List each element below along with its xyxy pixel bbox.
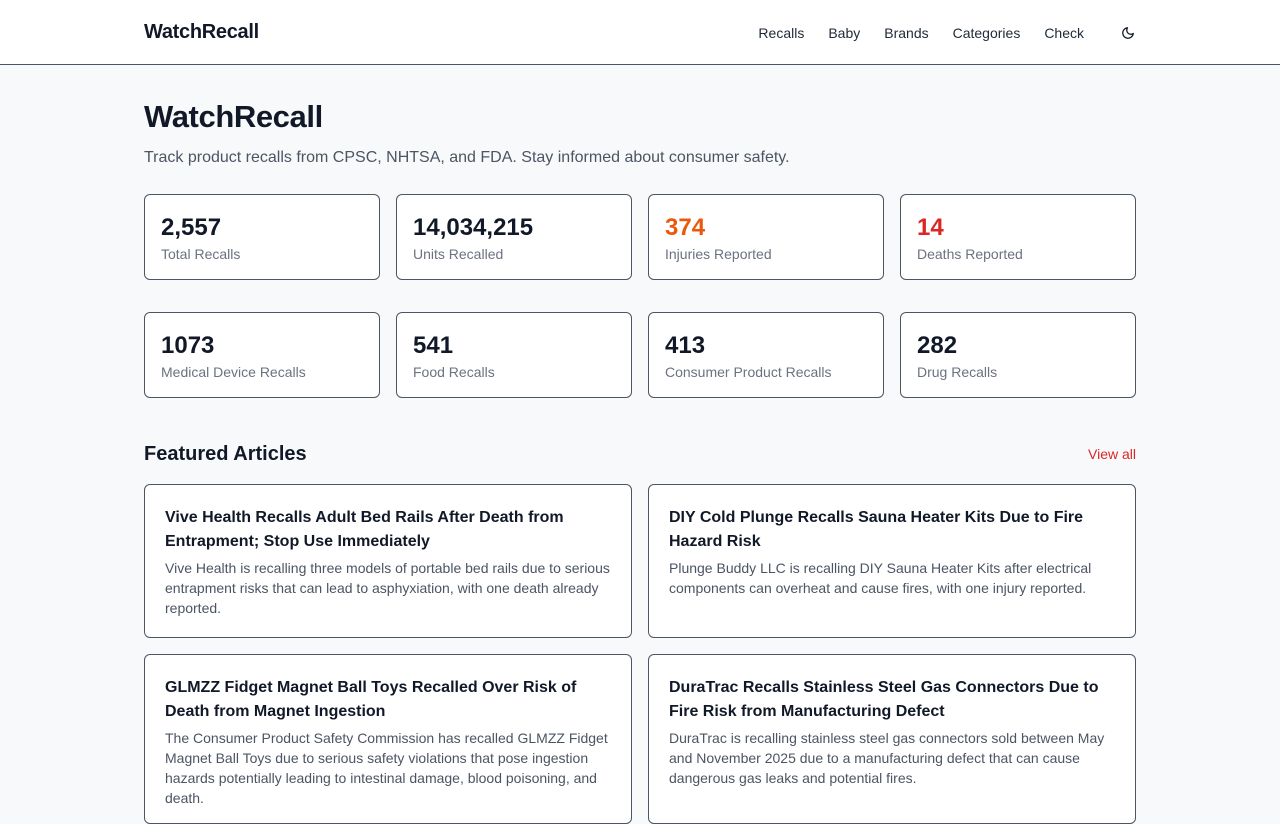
- article-excerpt: Vive Health is recalling three models of…: [165, 560, 610, 616]
- stat-card-total-recalls: 2,557 Total Recalls: [144, 194, 380, 280]
- featured-articles-grid: Vive Health Recalls Adult Bed Rails Afte…: [144, 484, 1136, 824]
- article-title[interactable]: DuraTrac Recalls Stainless Steel Gas Con…: [669, 679, 1099, 720]
- article-title[interactable]: Vive Health Recalls Adult Bed Rails Afte…: [165, 509, 564, 550]
- stat-value: 2,557: [161, 214, 222, 241]
- view-all-link[interactable]: View all: [1088, 446, 1136, 462]
- theme-toggle-button[interactable]: [1120, 25, 1136, 41]
- stat-label: Drug Recalls: [917, 364, 998, 380]
- article-title[interactable]: DIY Cold Plunge Recalls Sauna Heater Kit…: [669, 509, 1084, 550]
- stats-row-categories: 1073 Medical Device Recalls 541 Food Rec…: [144, 312, 1136, 398]
- stat-card-food[interactable]: 541 Food Recalls: [396, 312, 632, 398]
- nav-baby[interactable]: Baby: [828, 24, 861, 41]
- stat-label: Deaths Reported: [917, 246, 1023, 262]
- stats-row-primary: 2,557 Total Recalls 14,034,215 Units Rec…: [144, 194, 1136, 280]
- stat-label: Units Recalled: [413, 246, 504, 262]
- article-title[interactable]: GLMZZ Fidget Magnet Ball Toys Recalled O…: [165, 679, 577, 720]
- stat-value: 413: [665, 332, 706, 359]
- stat-value: 282: [917, 332, 958, 359]
- article-card[interactable]: Vive Health Recalls Adult Bed Rails Afte…: [144, 484, 632, 638]
- stat-label: Medical Device Recalls: [161, 364, 306, 380]
- article-card[interactable]: DIY Cold Plunge Recalls Sauna Heater Kit…: [648, 484, 1136, 638]
- article-excerpt: The Consumer Product Safety Commission h…: [165, 730, 608, 806]
- article-excerpt: Plunge Buddy LLC is recalling DIY Sauna …: [669, 560, 1092, 596]
- stat-card-units-recalled: 14,034,215 Units Recalled: [396, 194, 632, 280]
- stat-card-injuries: 374 Injuries Reported: [648, 194, 884, 280]
- section-title: Featured Articles: [144, 442, 307, 465]
- stat-card-consumer-product[interactable]: 413 Consumer Product Recalls: [648, 312, 884, 398]
- stat-card-deaths: 14 Deaths Reported: [900, 194, 1136, 280]
- article-card[interactable]: GLMZZ Fidget Magnet Ball Toys Recalled O…: [144, 654, 632, 824]
- stat-card-drug[interactable]: 282 Drug Recalls: [900, 312, 1136, 398]
- featured-articles-header: Featured Articles View all: [144, 442, 1136, 466]
- site-header: WatchRecall Recalls Baby Brands Categori…: [0, 0, 1280, 65]
- stat-label: Consumer Product Recalls: [665, 364, 832, 380]
- nav-check[interactable]: Check: [1044, 24, 1084, 41]
- article-card[interactable]: DuraTrac Recalls Stainless Steel Gas Con…: [648, 654, 1136, 824]
- stat-card-medical-device[interactable]: 1073 Medical Device Recalls: [144, 312, 380, 398]
- stat-value: 14,034,215: [413, 214, 534, 241]
- nav-recalls[interactable]: Recalls: [758, 24, 805, 41]
- page-subtitle: Track product recalls from CPSC, NHTSA, …: [144, 149, 790, 166]
- stat-label: Total Recalls: [161, 246, 241, 262]
- stat-value: 1073: [161, 332, 215, 359]
- nav-brands[interactable]: Brands: [884, 24, 929, 41]
- stat-label: Injuries Reported: [665, 246, 772, 262]
- stat-label: Food Recalls: [413, 364, 495, 380]
- stat-value: 14: [917, 214, 944, 241]
- brand-logo[interactable]: WatchRecall: [144, 21, 259, 43]
- moon-icon: [1122, 26, 1134, 39]
- stat-value: 541: [413, 332, 454, 359]
- page-title: WatchRecall: [144, 99, 323, 134]
- nav-categories[interactable]: Categories: [952, 24, 1021, 41]
- main-content: WatchRecall Track product recalls from C…: [144, 65, 1136, 824]
- article-excerpt: DuraTrac is recalling stainless steel ga…: [669, 730, 1105, 786]
- main-nav: Recalls Baby Brands Categories Check: [734, 0, 1136, 65]
- stat-value: 374: [665, 214, 706, 241]
